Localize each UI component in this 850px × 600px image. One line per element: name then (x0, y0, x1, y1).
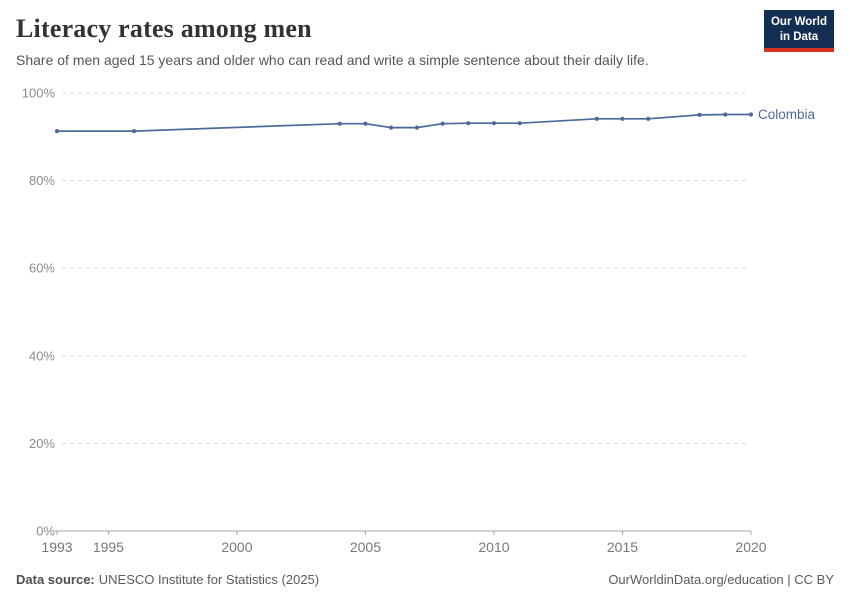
x-axis-tick-label-2005: 2005 (350, 539, 381, 555)
y-axis-tick-label-0: 0% (36, 524, 55, 539)
data-point-colombia-2019[interactable] (723, 112, 728, 117)
y-axis-tick-label-80: 80% (29, 173, 55, 188)
data-point-colombia-2020[interactable] (748, 112, 754, 117)
data-point-colombia-2007[interactable] (414, 125, 419, 130)
y-axis-tick-label-60: 60% (29, 261, 55, 276)
data-source-text: UNESCO Institute for Statistics (2025) (98, 572, 320, 587)
x-axis-tick-label-2020: 2020 (735, 539, 766, 555)
x-axis-tick-label-1993: 1993 (41, 539, 72, 555)
y-axis-tick-label-40: 40% (29, 348, 55, 363)
data-point-colombia-2016[interactable] (646, 116, 651, 121)
owid-logo[interactable]: Our World in Data (763, 10, 834, 52)
series-end-label-colombia[interactable]: Colombia (758, 107, 816, 122)
data-point-colombia-1993[interactable] (54, 129, 60, 134)
data-source-label: Data source: (16, 572, 95, 587)
chart-subtitle: Share of men aged 15 years and older who… (16, 52, 649, 68)
page-title: Literacy rates among men (16, 14, 312, 43)
data-point-colombia-2010[interactable] (491, 121, 497, 126)
data-source: Data source: UNESCO Institute for Statist… (16, 572, 319, 587)
y-axis-tick-label-100: 100% (22, 86, 56, 101)
chart-footer: Data source: UNESCO Institute for Statist… (16, 572, 834, 587)
y-axis-tick-label-20: 20% (29, 436, 55, 451)
data-point-colombia-2011[interactable] (517, 121, 522, 126)
data-point-colombia-1996[interactable] (132, 129, 137, 134)
series-line-colombia[interactable] (57, 113, 751, 132)
data-point-colombia-2009[interactable] (466, 121, 471, 126)
data-point-colombia-2014[interactable] (594, 116, 599, 121)
x-axis-tick-label-2015: 2015 (607, 539, 638, 555)
data-point-colombia-2004[interactable] (337, 121, 342, 126)
data-point-colombia-2008[interactable] (440, 121, 445, 126)
data-point-colombia-2015[interactable] (620, 116, 625, 121)
x-axis-tick-label-2010: 2010 (478, 539, 509, 555)
x-axis-tick-label-1995: 1995 (93, 539, 124, 555)
owid-logo-line2: in Data (779, 30, 819, 43)
data-point-colombia-2006[interactable] (389, 125, 394, 130)
x-axis-tick-label-2000: 2000 (221, 539, 252, 555)
owid-logo-line1: Our World (770, 16, 827, 28)
data-point-colombia-2005[interactable] (363, 121, 368, 126)
owid-license-link[interactable]: OurWorldinData.org/education | CC BY (608, 572, 834, 587)
data-point-colombia-2018[interactable] (697, 112, 702, 117)
